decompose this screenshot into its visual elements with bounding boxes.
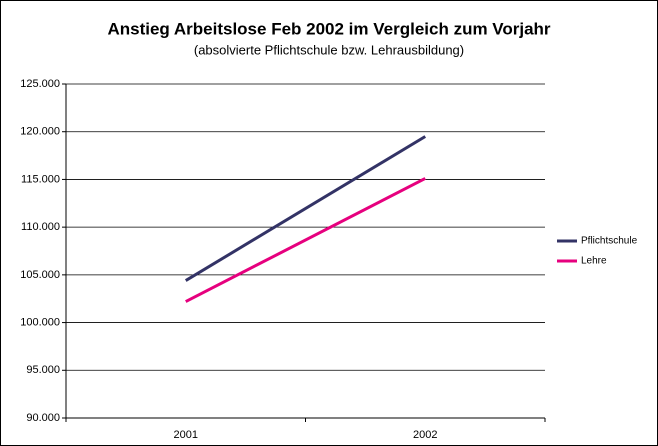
chart-subtitle: (absolvierte Pflichtschule bzw. Lehrausb… <box>194 42 464 57</box>
chart-title: Anstieg Arbeitslose Feb 2002 im Vergleic… <box>107 19 550 38</box>
series-line <box>184 135 427 282</box>
legend-label: Pflichtschule <box>581 236 638 247</box>
y-tick-label: 115.000 <box>21 173 60 185</box>
x-tick-label: 2002 <box>413 429 437 441</box>
series-line <box>185 177 426 303</box>
y-tick-label: 95.000 <box>26 364 60 376</box>
y-tick-label: 120.000 <box>20 126 60 138</box>
y-tick-label: 105.000 <box>20 269 60 281</box>
y-tick-label: 110.000 <box>21 221 60 233</box>
y-tick-label: 125.000 <box>20 78 60 90</box>
legend-label: Lehre <box>581 256 607 267</box>
y-tick-label: 90.000 <box>26 412 60 424</box>
y-tick-label: 100.000 <box>20 316 60 328</box>
x-tick-label: 2001 <box>174 429 198 441</box>
